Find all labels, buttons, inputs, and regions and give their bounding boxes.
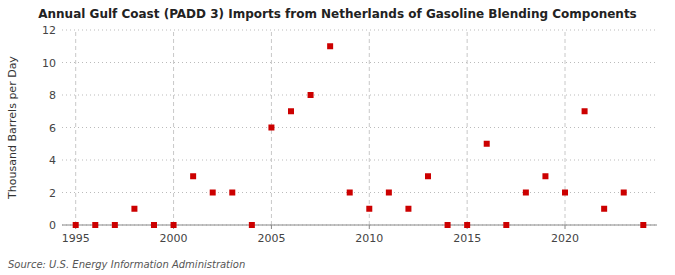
x-tick — [565, 225, 566, 229]
y-tick-label: 0 — [49, 219, 56, 232]
point — [73, 222, 79, 228]
grid-line-x — [75, 30, 76, 225]
grid — [62, 30, 657, 225]
grid-line-x — [369, 30, 370, 225]
point — [523, 190, 529, 196]
point — [621, 190, 627, 196]
point — [327, 43, 333, 49]
point — [210, 190, 216, 196]
point — [92, 222, 98, 228]
point — [386, 190, 392, 196]
x-tick-label: 1995 — [62, 232, 90, 245]
x-tick-label: 2020 — [551, 232, 579, 245]
point — [112, 222, 118, 228]
point — [464, 222, 470, 228]
point — [308, 92, 314, 98]
point — [249, 222, 255, 228]
chart-container: Annual Gulf Coast (PADD 3) Imports from … — [0, 0, 675, 275]
grid-line-y — [62, 95, 657, 96]
y-tick-label: 4 — [49, 154, 56, 167]
point — [151, 222, 157, 228]
point — [347, 190, 353, 196]
point — [405, 206, 411, 212]
point — [131, 206, 137, 212]
grid-line-y — [62, 30, 657, 31]
point — [268, 125, 274, 131]
y-tick-label: 8 — [49, 89, 56, 102]
grid-line-y — [62, 62, 657, 63]
grid-line-x — [467, 30, 468, 225]
chart-svg: Annual Gulf Coast (PADD 3) Imports from … — [0, 0, 675, 275]
y-tick-label: 12 — [42, 24, 56, 37]
x-tick-label: 2005 — [257, 232, 285, 245]
grid-line-x — [173, 30, 174, 225]
x-tick — [369, 225, 370, 229]
points — [73, 43, 647, 228]
x-tick-label: 2015 — [453, 232, 481, 245]
y-tick-label: 6 — [49, 122, 56, 135]
y-axis-label: Thousand Barrels per Day — [6, 56, 19, 200]
y-tick-label: 2 — [49, 187, 56, 200]
x-tick-label: 2010 — [355, 232, 383, 245]
point — [366, 206, 372, 212]
y-axis: 0 2 4 6 8 10 12 Thousand Barrels per Day — [6, 24, 56, 232]
source-annotation: Source: U.S. Energy Information Administ… — [8, 259, 245, 270]
point — [484, 141, 490, 147]
point — [601, 206, 607, 212]
y-tick-label: 10 — [42, 57, 56, 70]
x-tick — [271, 225, 272, 229]
point — [190, 173, 196, 179]
point — [229, 190, 235, 196]
point — [503, 222, 509, 228]
point — [171, 222, 177, 228]
point — [445, 222, 451, 228]
grid-line-y — [62, 160, 657, 161]
title: Annual Gulf Coast (PADD 3) Imports from … — [38, 7, 637, 21]
grid-line-y — [62, 127, 657, 128]
point — [288, 108, 294, 114]
grid-line-x — [565, 30, 566, 225]
x-tick-label: 2000 — [160, 232, 188, 245]
point — [582, 108, 588, 114]
point — [562, 190, 568, 196]
point — [640, 222, 646, 228]
point — [542, 173, 548, 179]
point — [425, 173, 431, 179]
